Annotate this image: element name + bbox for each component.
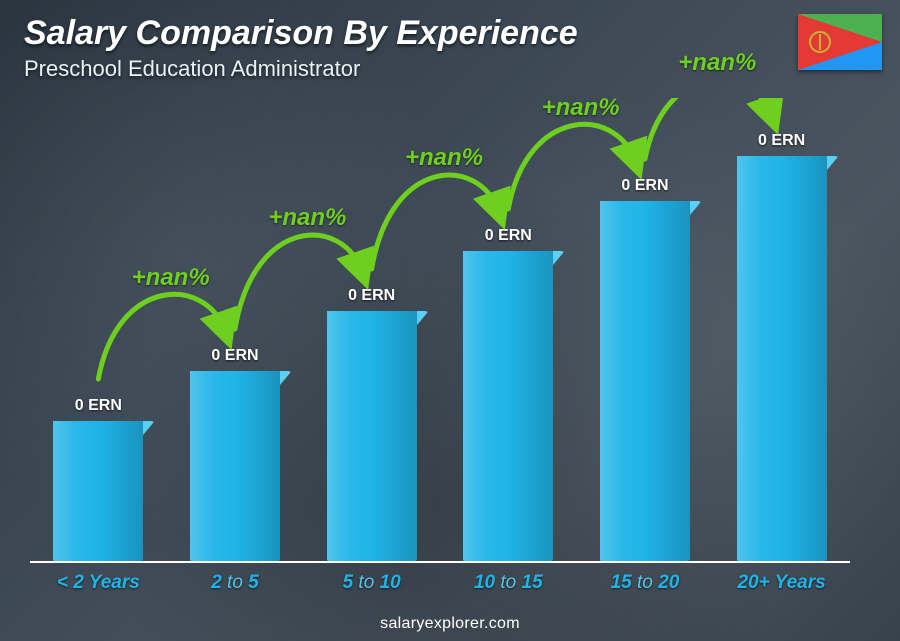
bar-front-face (53, 421, 143, 561)
chart-title: Salary Comparison By Experience (24, 14, 578, 53)
bar-3: 0 ERN (456, 227, 561, 561)
bar-front-face (327, 311, 417, 561)
growth-label: +nan% (542, 94, 620, 122)
x-labels-row: < 2 Years 2 to 5 5 to 10 10 to 15 15 to 20 20… (30, 565, 850, 601)
growth-label: +nan% (678, 49, 756, 77)
x-label: 5 to 10 (307, 572, 437, 594)
infographic-stage: Salary Comparison By Experience Preschoo… (0, 0, 900, 641)
bar-3d (327, 311, 417, 561)
x-label: 15 to 20 (580, 572, 710, 594)
x-label: 2 to 5 (170, 572, 300, 594)
growth-label: +nan% (268, 204, 346, 232)
bar-front-face (190, 371, 280, 561)
bar-3d (600, 201, 690, 561)
website-watermark: salaryexplorer.com (380, 615, 520, 633)
chart-subtitle: Preschool Education Administrator (24, 56, 360, 82)
bar-5: 0 ERN (729, 132, 834, 561)
bar-value-label: 0 ERN (621, 177, 668, 195)
bar-front-face (600, 201, 690, 561)
flag-eritrea (798, 14, 882, 70)
bar-3d (53, 421, 143, 561)
x-label: 20+ Years (717, 572, 847, 594)
bar-value-label: 0 ERN (485, 227, 532, 245)
bar-3d (737, 156, 827, 561)
bar-3d (190, 371, 280, 561)
bar-front-face (737, 156, 827, 561)
x-label: 10 to 15 (443, 572, 573, 594)
bar-0: 0 ERN (46, 397, 151, 561)
bar-value-label: 0 ERN (758, 132, 805, 150)
bar-4: 0 ERN (592, 177, 697, 561)
growth-label: +nan% (405, 144, 483, 172)
bar-1: 0 ERN (182, 347, 287, 561)
x-axis-line (30, 561, 850, 563)
bar-value-label: 0 ERN (348, 287, 395, 305)
x-label: < 2 Years (33, 572, 163, 594)
bar-front-face (463, 251, 553, 561)
growth-label: +nan% (132, 264, 210, 292)
bar-3d (463, 251, 553, 561)
bar-2: 0 ERN (319, 287, 424, 561)
bar-value-label: 0 ERN (211, 347, 258, 365)
bar-chart: 0 ERN 0 ERN 0 ERN 0 ERN 0 ERN 0 ERN < 2 Years… (30, 98, 850, 601)
bar-value-label: 0 ERN (75, 397, 122, 415)
